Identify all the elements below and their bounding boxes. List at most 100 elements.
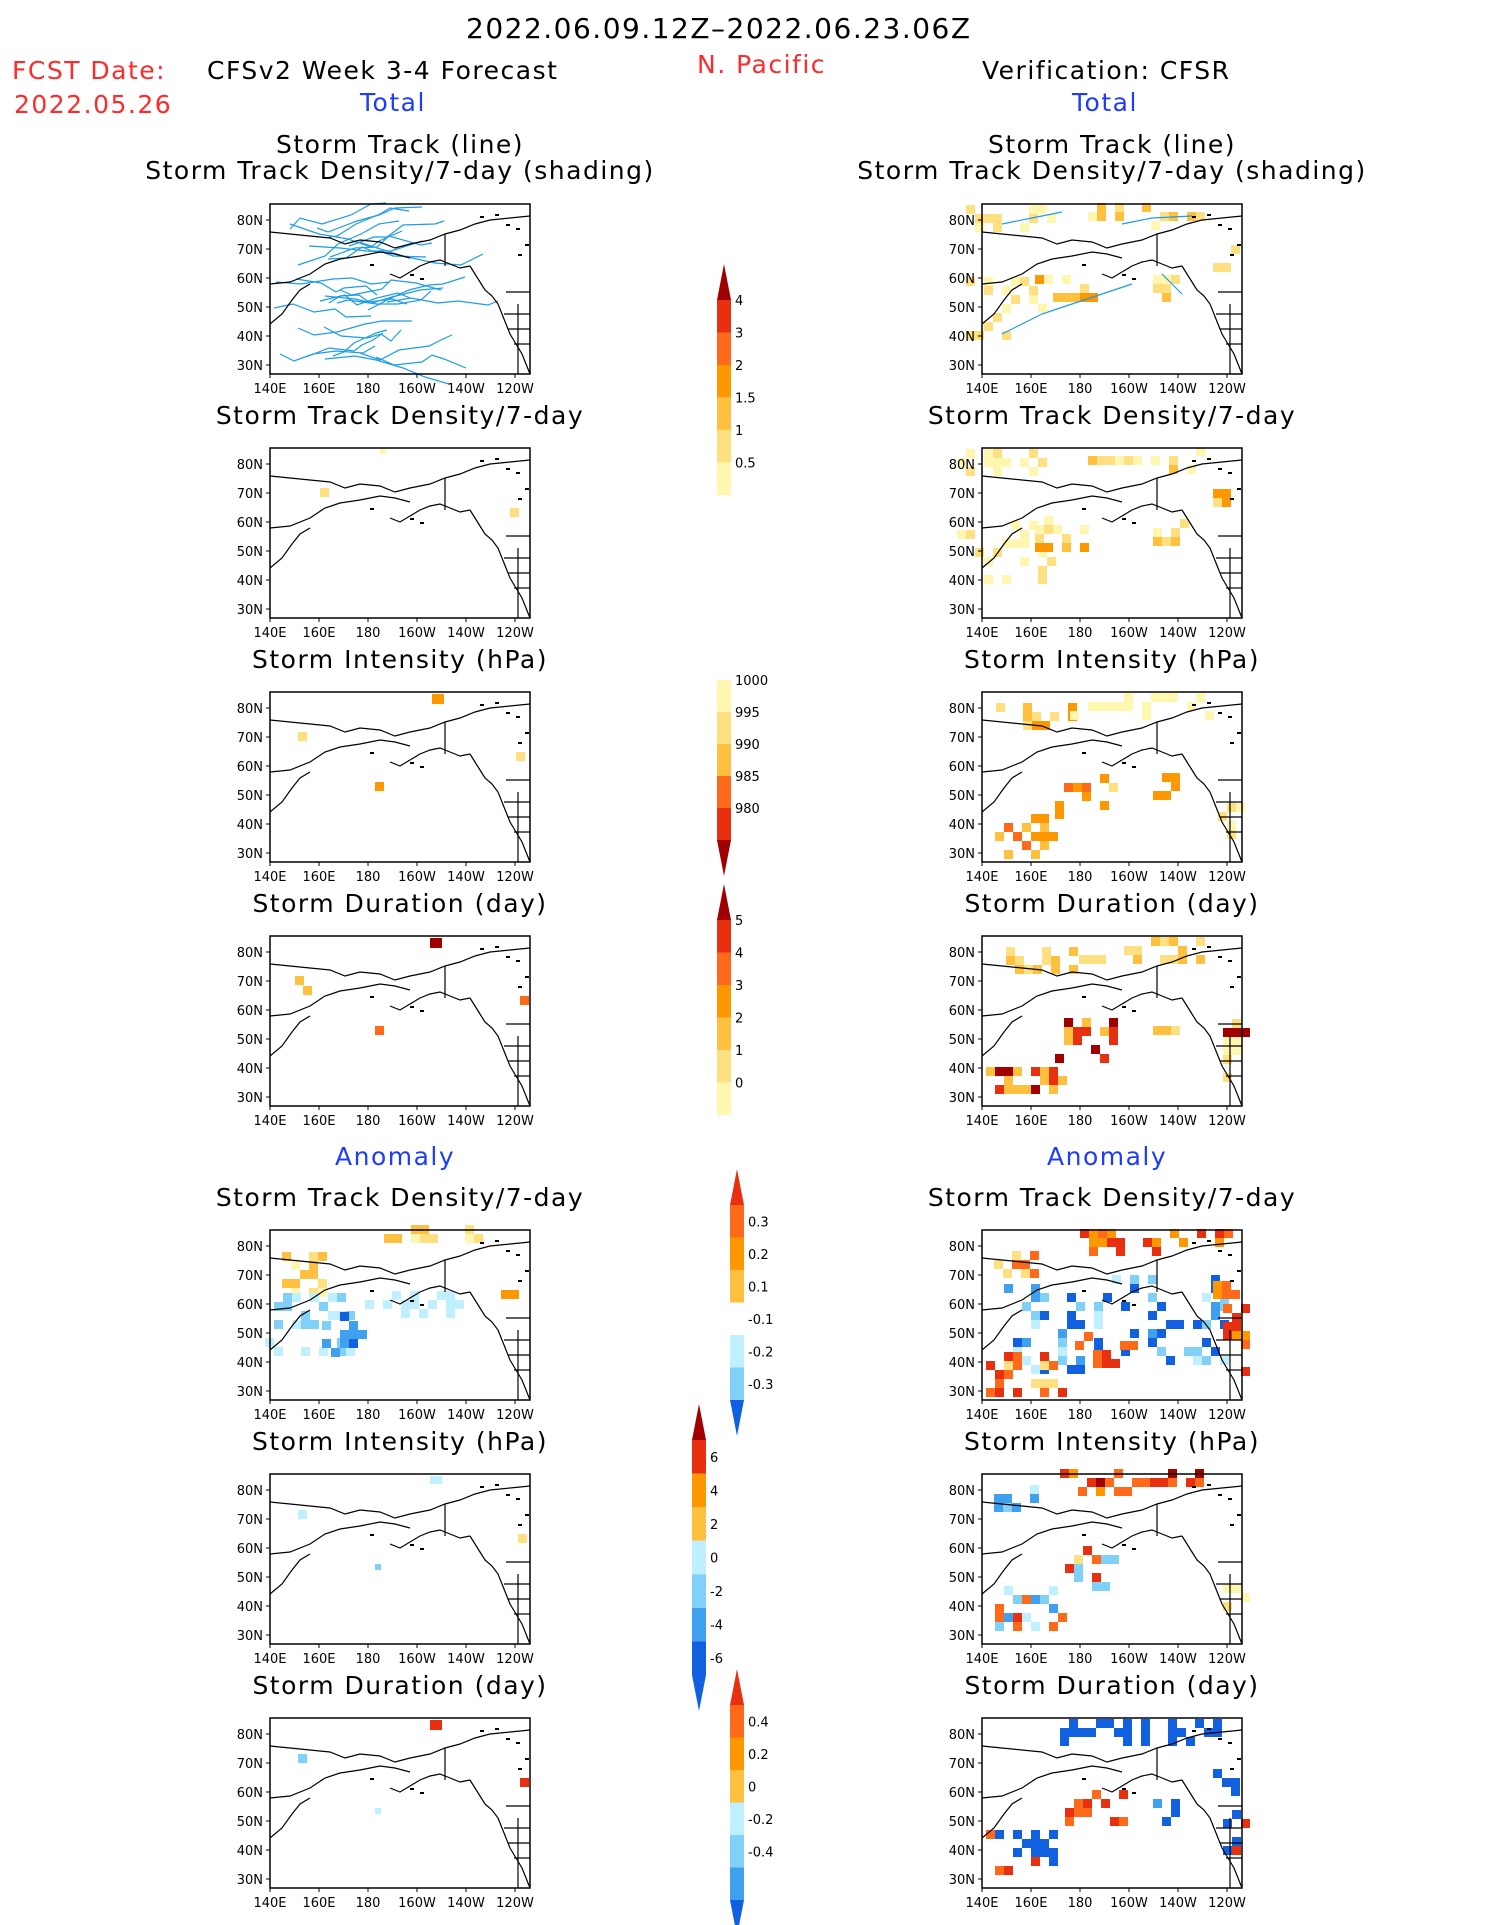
title-anom-density-left: Storm Track Density/7-day (215, 1183, 585, 1212)
svg-text:985: 985 (735, 770, 760, 785)
svg-text:6: 6 (710, 1451, 718, 1466)
svg-text:160W: 160W (1110, 1652, 1148, 1667)
svg-text:80N: 80N (949, 1240, 975, 1255)
svg-text:160E: 160E (1014, 1114, 1047, 1129)
svg-text:80N: 80N (237, 458, 263, 473)
svg-text:50N: 50N (949, 545, 975, 560)
svg-text:40N: 40N (949, 1356, 975, 1371)
title-duration-right: Storm Duration (day) (964, 889, 1260, 918)
svg-text:160E: 160E (302, 626, 335, 641)
svg-text:70N: 70N (949, 975, 975, 990)
svg-text:40N: 40N (949, 1600, 975, 1615)
svg-text:140E: 140E (253, 870, 286, 885)
svg-text:70N: 70N (949, 487, 975, 502)
title-anom-duration-left: Storm Duration (day) (252, 1671, 548, 1700)
svg-text:160E: 160E (302, 1652, 335, 1667)
svg-text:140E: 140E (253, 626, 286, 641)
svg-text:1.5: 1.5 (735, 392, 756, 407)
svg-text:120W: 120W (1208, 1652, 1246, 1667)
svg-text:120W: 120W (496, 626, 534, 641)
svg-text:140W: 140W (1159, 382, 1197, 397)
svg-text:70N: 70N (237, 1269, 263, 1284)
svg-text:60N: 60N (237, 760, 263, 775)
svg-text:30N: 30N (237, 1629, 263, 1644)
svg-text:80N: 80N (949, 702, 975, 717)
svg-text:0.2: 0.2 (748, 1248, 769, 1263)
svg-text:1: 1 (735, 1044, 743, 1059)
svg-text:80N: 80N (237, 702, 263, 717)
svg-text:140E: 140E (965, 870, 998, 885)
svg-text:70N: 70N (949, 1513, 975, 1528)
svg-text:50N: 50N (237, 1815, 263, 1830)
svg-text:140W: 140W (1159, 1896, 1197, 1911)
svg-text:140E: 140E (965, 626, 998, 641)
svg-text:140E: 140E (253, 382, 286, 397)
colorbar-density-anom: 0.3 0.2 0.1 -0.1 -0.2 -0.3 (730, 1169, 773, 1436)
svg-text:-0.2: -0.2 (748, 1813, 773, 1828)
svg-text:160W: 160W (398, 1408, 436, 1423)
svg-text:-0.4: -0.4 (748, 1845, 773, 1860)
title-track-left-2: Storm Track Density/7-day (shading) (145, 156, 655, 185)
svg-text:70N: 70N (237, 1513, 263, 1528)
svg-text:140W: 140W (447, 1896, 485, 1911)
svg-text:160E: 160E (302, 1114, 335, 1129)
title-track-right-2: Storm Track Density/7-day (shading) (857, 156, 1367, 185)
title-track-left-1: Storm Track (line) (275, 130, 525, 159)
svg-text:30N: 30N (949, 603, 975, 618)
svg-text:160W: 160W (398, 870, 436, 885)
svg-text:120W: 120W (1208, 382, 1246, 397)
svg-text:0: 0 (735, 1077, 743, 1092)
svg-text:40N: 40N (237, 1062, 263, 1077)
svg-text:0.5: 0.5 (735, 457, 756, 472)
svg-text:30N: 30N (237, 1385, 263, 1400)
svg-text:140W: 140W (1159, 870, 1197, 885)
svg-text:50N: 50N (949, 1033, 975, 1048)
svg-text:30N: 30N (949, 359, 975, 374)
svg-text:70N: 70N (949, 243, 975, 258)
svg-text:30N: 30N (949, 1873, 975, 1888)
svg-text:60N: 60N (949, 516, 975, 531)
svg-text:120W: 120W (496, 1408, 534, 1423)
svg-text:140W: 140W (447, 382, 485, 397)
svg-text:50N: 50N (237, 545, 263, 560)
svg-text:40N: 40N (237, 330, 263, 345)
svg-text:50N: 50N (237, 789, 263, 804)
svg-text:180: 180 (356, 1408, 381, 1423)
svg-text:120W: 120W (496, 1652, 534, 1667)
svg-text:70N: 70N (949, 1757, 975, 1772)
svg-text:80N: 80N (237, 1484, 263, 1499)
svg-text:40N: 40N (949, 330, 975, 345)
svg-text:140E: 140E (253, 1652, 286, 1667)
svg-text:30N: 30N (237, 847, 263, 862)
svg-text:180: 180 (1068, 626, 1093, 641)
svg-text:40N: 40N (237, 1356, 263, 1371)
svg-text:995: 995 (735, 706, 760, 721)
svg-text:80N: 80N (949, 458, 975, 473)
svg-text:180: 180 (356, 870, 381, 885)
colorbar-duration-anom: 0.4 0.2 0 -0.2 -0.4 (730, 1669, 773, 1925)
svg-text:0.2: 0.2 (748, 1748, 769, 1763)
svg-text:160E: 160E (302, 1408, 335, 1423)
svg-text:60N: 60N (949, 1542, 975, 1557)
svg-text:30N: 30N (949, 1091, 975, 1106)
svg-text:140W: 140W (1159, 626, 1197, 641)
svg-text:4: 4 (710, 1484, 718, 1499)
svg-text:40N: 40N (949, 1062, 975, 1077)
svg-text:-2: -2 (710, 1585, 723, 1600)
svg-text:70N: 70N (237, 487, 263, 502)
svg-text:2: 2 (735, 359, 743, 374)
svg-text:120W: 120W (1208, 1114, 1246, 1129)
svg-text:140E: 140E (965, 1408, 998, 1423)
colorbar-intensity-anom: 6 4 2 0 -2 -4 -6 (692, 1404, 723, 1711)
svg-text:160E: 160E (1014, 1896, 1047, 1911)
model-title: CFSv2 Week 3-4 Forecast (207, 56, 559, 85)
svg-text:140E: 140E (965, 1114, 998, 1129)
svg-text:160E: 160E (1014, 626, 1047, 641)
svg-text:80N: 80N (237, 946, 263, 961)
svg-text:60N: 60N (237, 1004, 263, 1019)
svg-text:180: 180 (1068, 1114, 1093, 1129)
svg-text:40N: 40N (237, 1844, 263, 1859)
svg-text:3: 3 (735, 327, 743, 342)
svg-text:180: 180 (356, 1652, 381, 1667)
